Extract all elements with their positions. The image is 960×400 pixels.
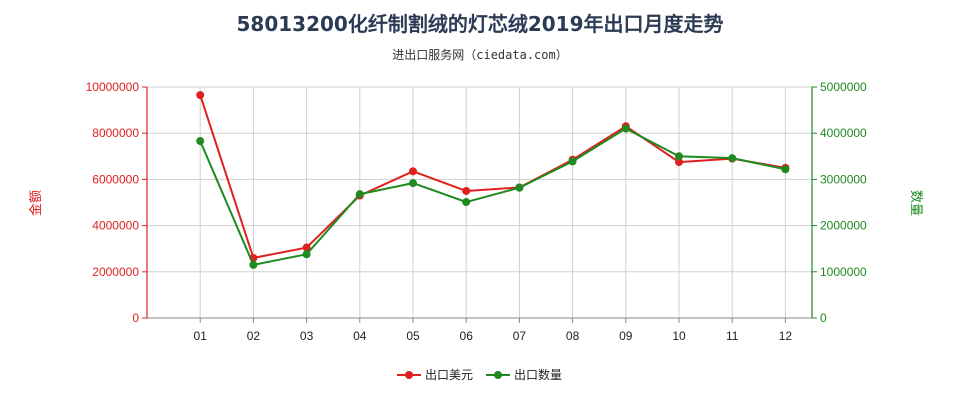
x-tick-label: 10 — [672, 329, 686, 343]
chart-title: 58013200化纤制割绒的灯芯绒2019年出口月度走势 — [236, 12, 724, 36]
series-2-point — [409, 179, 417, 188]
series-2-point — [196, 137, 205, 146]
series-2-point — [302, 250, 311, 259]
x-axis-ticks: 01 02 03 04 05 06 07 08 09 10 11 12 — [194, 318, 793, 343]
series-1-point — [302, 243, 311, 252]
left-tick-label: 8000000 — [92, 126, 139, 140]
series-2-point — [515, 183, 524, 192]
x-tick-label: 06 — [460, 329, 474, 343]
right-tick-label: 0 — [820, 311, 827, 325]
left-tick-label: 4000000 — [92, 219, 139, 233]
series-line-2 — [199, 127, 786, 267]
right-tick-label: 2000000 — [820, 219, 867, 233]
series-layer — [196, 91, 790, 269]
series-2-point — [781, 165, 790, 174]
x-tick-label: 09 — [619, 329, 633, 343]
chart-subtitle: 进出口服务网（ciedata.com） — [392, 48, 568, 62]
legend-marker-1 — [405, 371, 413, 379]
x-tick-label: 02 — [247, 329, 261, 343]
series-1-point — [675, 158, 683, 167]
series-1-point — [196, 91, 205, 100]
right-axis-title: 数量 — [908, 190, 923, 216]
axes — [146, 87, 813, 319]
series-1-point — [462, 186, 471, 195]
right-tick-label: 5000000 — [820, 80, 867, 94]
series-line-1 — [199, 94, 786, 260]
left-tick-label: 2000000 — [92, 265, 139, 279]
left-tick-label: 10000000 — [86, 80, 140, 94]
series-2-point — [675, 152, 683, 161]
right-tick-label: 1000000 — [820, 265, 867, 279]
series-2-point — [568, 157, 577, 166]
series-2-point — [249, 260, 258, 269]
right-tick-label: 3000000 — [820, 172, 867, 186]
series-2-point — [621, 124, 630, 133]
x-tick-label: 05 — [406, 329, 420, 343]
series-1-point — [409, 167, 417, 176]
right-tick-label: 4000000 — [820, 126, 867, 140]
legend: 出口美元 出口数量 — [397, 367, 562, 382]
series-2-point — [355, 190, 364, 199]
left-tick-label: 6000000 — [92, 172, 139, 186]
series-2-point — [462, 198, 471, 207]
left-tick-label: 0 — [132, 311, 139, 325]
x-tick-label: 03 — [300, 329, 314, 343]
legend-label-2: 出口数量 — [514, 367, 562, 382]
left-axis-title: 金额 — [28, 190, 44, 216]
x-tick-label: 01 — [194, 329, 208, 343]
x-tick-label: 04 — [353, 329, 367, 343]
x-tick-label: 11 — [726, 329, 739, 343]
legend-label-1: 出口美元 — [425, 368, 473, 382]
left-axis-ticks: 0 2000000 4000000 6000000 8000000 10000000 — [86, 80, 147, 325]
x-tick-label: 08 — [566, 329, 580, 343]
grid-lines — [147, 86, 813, 319]
x-tick-label: 12 — [779, 329, 793, 343]
legend-marker-2 — [494, 371, 502, 379]
x-tick-label: 07 — [513, 329, 527, 343]
right-axis-ticks: 0 1000000 2000000 3000000 4000000 5000000 — [812, 80, 867, 325]
series-2-point — [728, 154, 737, 163]
